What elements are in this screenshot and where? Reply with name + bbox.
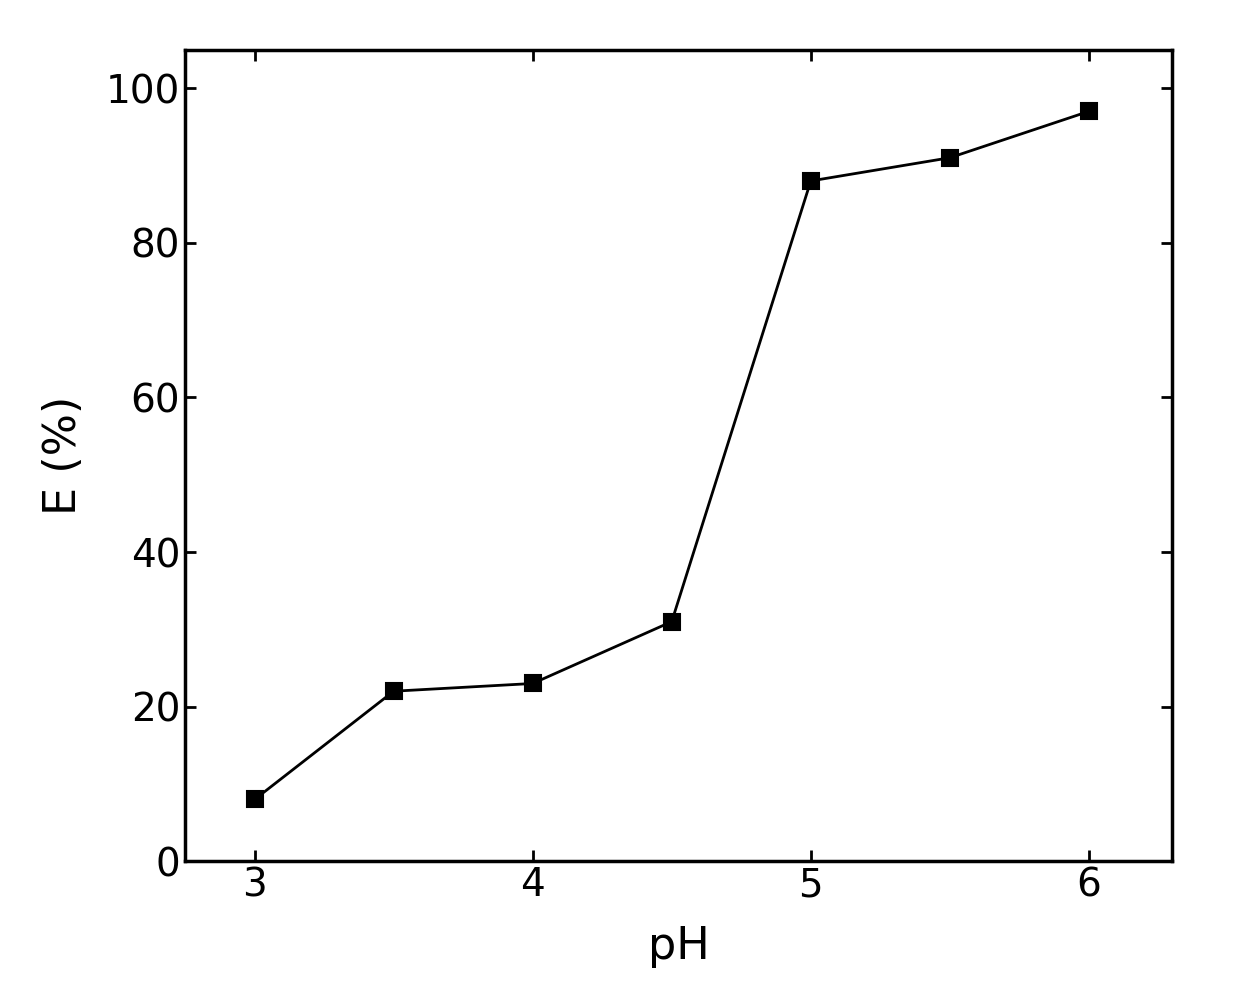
X-axis label: pH: pH xyxy=(648,925,710,968)
Y-axis label: E (%): E (%) xyxy=(42,396,85,515)
